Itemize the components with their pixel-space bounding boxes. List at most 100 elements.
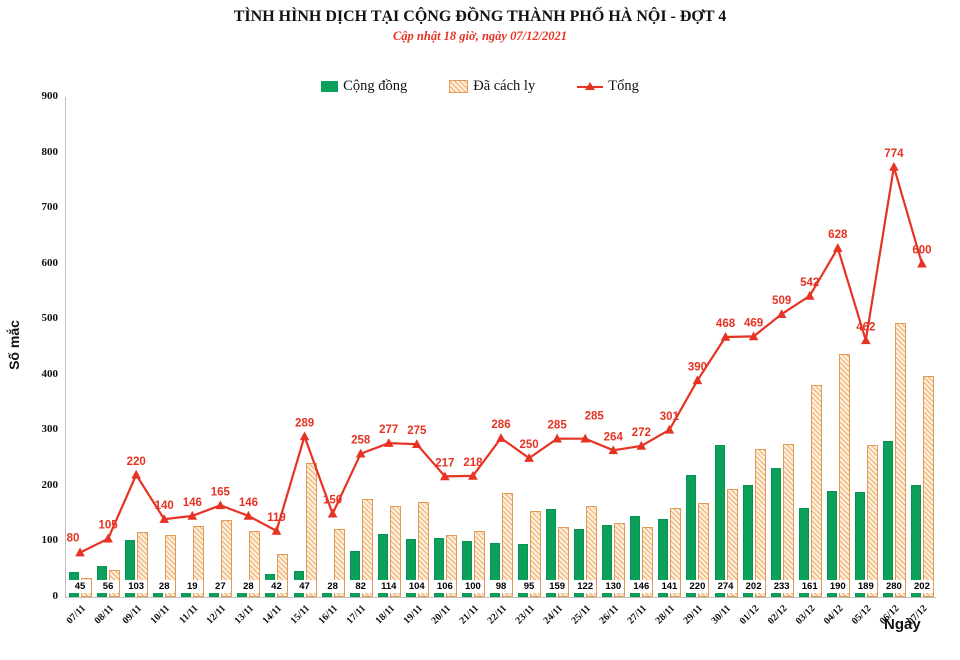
bar-da-cach-ly — [221, 520, 233, 597]
total-point-marker-icon — [580, 433, 590, 443]
total-value-label: 285 — [585, 411, 605, 423]
bar-cong-dong — [125, 539, 136, 597]
y-tick-label: 900 — [41, 90, 59, 102]
y-axis-ticks: 0 100 200 300 400 500 600 700 800 900 — [0, 90, 59, 602]
total-value-label: 258 — [351, 435, 371, 447]
total-line-svg: 80 105 220 140 146 165 146 119 289 150 258 277 275 21… — [67, 148, 932, 557]
bar-cong-dong — [658, 518, 669, 597]
bar-da-cach-ly — [698, 502, 710, 597]
total-point-marker-icon — [412, 439, 422, 449]
total-point-marker-icon — [355, 448, 366, 458]
bar-da-cach-ly — [754, 448, 766, 597]
y-tick-label: 600 — [41, 256, 59, 269]
red-line-marker-swatch-icon — [577, 81, 604, 92]
date-label: 21/11 — [457, 603, 481, 627]
total-point-marker-icon — [524, 453, 534, 462]
date-label: 23/11 — [513, 603, 537, 627]
bar-da-cach-ly — [642, 527, 654, 597]
total-value-label: 150 — [323, 495, 342, 507]
date-label: 29/11 — [681, 603, 706, 627]
total-value-label: 286 — [491, 419, 510, 431]
total-value-label: 146 — [183, 497, 202, 509]
bar-da-cach-ly — [726, 489, 738, 597]
total-point-marker-icon — [889, 162, 899, 171]
legend-label: Tổng — [608, 78, 639, 94]
total-point-marker-icon — [159, 514, 170, 524]
cong-dong-value-label: 56 — [97, 580, 120, 593]
cong-dong-value-label: 95 — [518, 580, 541, 593]
y-tick-label: 400 — [41, 367, 59, 380]
legend-item-tong: Tổng — [577, 78, 639, 95]
bar-cong-dong — [630, 515, 641, 597]
bar-cong-dong — [686, 474, 697, 597]
bar-cong-dong — [910, 484, 921, 597]
bar-da-cach-ly — [866, 445, 878, 597]
date-label: 20/11 — [429, 603, 453, 627]
date-label: 30/11 — [709, 603, 734, 627]
legend-item-da-cach-ly: Đã cách ly — [449, 78, 535, 95]
total-value-label: 469 — [744, 317, 763, 329]
bar-da-cach-ly — [922, 375, 934, 597]
cong-dong-value-label: 202 — [910, 580, 933, 593]
plot-area: 45 07/11 56 08/11 103 09/11 28 10/11 19 11/11 27 12… — [64, 97, 936, 627]
y-tick-label: 300 — [41, 423, 59, 436]
bar-cong-dong — [742, 484, 753, 597]
total-value-label: 628 — [828, 229, 848, 241]
date-label: 11/11 — [176, 603, 201, 627]
bar-cong-dong — [854, 492, 865, 597]
date-label: 15/11 — [288, 603, 313, 627]
date-label: 01/12 — [737, 603, 762, 627]
bar-da-cach-ly — [137, 532, 149, 597]
total-value-label: 462 — [856, 321, 875, 333]
total-value-label: 285 — [548, 420, 568, 432]
cong-dong-value-label: 98 — [490, 580, 512, 593]
total-point-marker-icon — [187, 510, 198, 520]
bar-da-cach-ly — [333, 529, 345, 597]
bar-cong-dong — [826, 491, 837, 597]
bar-da-cach-ly — [389, 506, 401, 597]
total-point-marker-icon — [103, 533, 113, 543]
bar-cong-dong — [461, 541, 472, 597]
cong-dong-value-label: 189 — [854, 580, 877, 593]
cong-dong-value-label: 190 — [826, 580, 849, 593]
total-point-marker-icon — [917, 258, 927, 268]
total-point-marker-icon — [748, 331, 759, 341]
total-value-label: 165 — [211, 486, 231, 498]
bar-da-cach-ly — [193, 526, 205, 597]
bar-da-cach-ly — [838, 353, 850, 597]
page-title: TÌNH HÌNH DỊCH TẠI CỘNG ĐỒNG THÀNH PHỐ H… — [233, 8, 727, 25]
cong-dong-value-label: 233 — [770, 580, 793, 593]
total-value-label: 277 — [379, 424, 398, 436]
bar-da-cach-ly — [305, 462, 317, 597]
bar-da-cach-ly — [614, 522, 626, 597]
total-value-label: 774 — [884, 148, 904, 160]
total-value-label: 390 — [688, 361, 707, 373]
bar-cong-dong — [349, 551, 360, 597]
date-label: 18/11 — [373, 603, 397, 627]
hatched-bar-swatch-icon — [449, 80, 469, 93]
y-tick-label: 0 — [52, 590, 59, 602]
total-point-marker-icon — [215, 500, 226, 510]
bar-da-cach-ly — [894, 322, 906, 597]
total-point-marker-icon — [664, 424, 675, 434]
date-label: 22/11 — [485, 603, 509, 627]
cong-dong-value-label: 103 — [125, 580, 148, 593]
bar-da-cach-ly — [502, 492, 513, 597]
total-point-marker-icon — [496, 433, 506, 442]
cong-dong-value-label: 161 — [798, 580, 821, 593]
date-label: 02/12 — [765, 603, 790, 627]
bar-da-cach-ly — [782, 443, 794, 597]
date-label: 26/11 — [597, 603, 622, 627]
bar-cong-dong — [433, 538, 444, 597]
total-value-label: 264 — [604, 431, 624, 443]
total-value-label: 289 — [295, 417, 314, 429]
date-label: 07/11 — [64, 603, 88, 627]
legend-label: Cộng đồng — [343, 78, 408, 94]
x-axis-title: Ngày — [884, 616, 921, 633]
date-label: 08/11 — [92, 603, 116, 627]
cong-dong-value-label: 274 — [714, 580, 737, 593]
cong-dong-value-label: 28 — [237, 580, 260, 593]
total-value-label: 468 — [716, 318, 736, 330]
cong-dong-value-label: 45 — [69, 580, 92, 593]
total-value-label: 218 — [463, 457, 483, 469]
